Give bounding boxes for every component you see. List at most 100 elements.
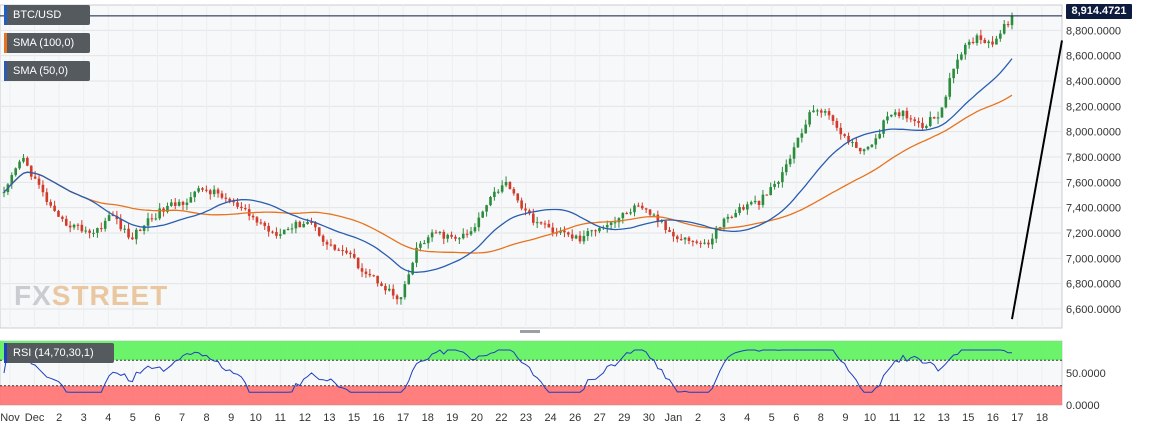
candle-body (395, 295, 399, 300)
legend-sma100[interactable]: SMA (100,0) (4, 33, 90, 53)
y-tick-label: 7,600.0000 (1066, 177, 1121, 189)
candle-body (621, 213, 625, 219)
legend-btcusd[interactable]: BTC/USD (4, 5, 90, 25)
candle-body (61, 216, 64, 219)
y-tick-label: 6,600.0000 (1066, 304, 1121, 316)
candle-body (259, 222, 263, 224)
candle-body (535, 222, 539, 224)
candle-body (617, 218, 621, 223)
candle-body (337, 249, 341, 251)
candle-body (189, 197, 193, 203)
candle-body (800, 133, 804, 138)
candle-body (781, 172, 784, 183)
candle-body (948, 78, 952, 97)
candle-body (403, 284, 407, 298)
candle-body (465, 233, 469, 235)
candle-body (543, 223, 547, 225)
candle-body (567, 232, 570, 235)
sma-100-line (3, 94, 1013, 254)
pane-resize-handle[interactable] (520, 330, 540, 333)
sma-50-line (3, 58, 1013, 273)
candle-body (726, 216, 730, 219)
candle-body (458, 238, 461, 240)
x-tick-label: 22 (495, 412, 507, 424)
candle-body (613, 222, 617, 224)
candle-body (586, 231, 590, 237)
candle-body (917, 121, 920, 123)
candle-body (975, 35, 979, 44)
candle-body (411, 262, 414, 275)
x-tick-label: 3 (81, 412, 87, 424)
candle-body (419, 243, 422, 248)
sma-lines (0, 15, 1063, 320)
candle-body (835, 120, 839, 128)
candle-body (201, 188, 204, 190)
candle-body (843, 134, 846, 136)
candle-body (349, 252, 352, 255)
candle-body (625, 213, 629, 215)
candle-body (99, 228, 103, 230)
candle-body (886, 116, 889, 121)
candle-body (504, 182, 508, 186)
candle-body (963, 44, 967, 55)
candle-body (111, 215, 115, 217)
candle-body (271, 231, 274, 233)
candle-body (212, 189, 216, 195)
candle-body (570, 234, 574, 239)
candle-body (703, 242, 706, 244)
x-tick-label: 30 (643, 412, 655, 424)
candle-body (983, 39, 987, 44)
candle-body (282, 229, 286, 235)
candle-body (882, 120, 885, 134)
candle-body (430, 232, 434, 238)
candle-body (53, 205, 56, 211)
candle-body (648, 209, 652, 215)
candle-body (243, 208, 247, 210)
candle-body (660, 220, 664, 222)
candle-body (454, 236, 457, 239)
x-tick-label: 27 (594, 412, 606, 424)
candle-body (442, 231, 446, 239)
candle-body (967, 41, 971, 45)
candle-body (138, 229, 142, 231)
candle-body (925, 126, 928, 128)
candle-body (531, 213, 535, 223)
candle-body (131, 237, 134, 240)
candle-body (142, 225, 146, 231)
candle-body (831, 115, 835, 121)
y-tick-label: 6,800.0000 (1066, 279, 1121, 291)
rsi-overbought-zone (0, 341, 1062, 361)
legend-sma50[interactable]: SMA (50,0) (4, 61, 90, 81)
candle-body (839, 127, 843, 135)
candle-body (640, 205, 644, 209)
candle-body (321, 235, 325, 242)
candle-body (956, 59, 959, 69)
legend-rsi[interactable]: RSI (14,70,30,1) (4, 343, 114, 363)
candle-body (901, 110, 905, 117)
candle-body (749, 202, 753, 205)
candle-body (127, 228, 130, 238)
candle-body (707, 242, 710, 245)
candle-body (722, 218, 726, 228)
candle-body (103, 220, 107, 229)
candle-body (267, 225, 270, 232)
watermark-part2: STREET (51, 280, 169, 311)
candle-body (376, 275, 379, 284)
candle-body (298, 221, 302, 228)
candle-body (10, 175, 14, 185)
candle-body (1006, 24, 1010, 26)
candle-body (446, 234, 449, 239)
candle-body (687, 237, 691, 241)
rsi-pane (0, 341, 1062, 405)
x-tick-label: 26 (569, 412, 581, 424)
candle-body (765, 194, 769, 196)
candle-body (547, 223, 551, 228)
price-plot-area (0, 4, 1063, 329)
candle-body (672, 231, 675, 237)
candle-body (761, 194, 765, 205)
candle-body (49, 202, 53, 206)
candle-body (777, 182, 780, 184)
candle-body (119, 219, 123, 230)
candle-body (306, 221, 309, 224)
candle-body (294, 221, 298, 229)
